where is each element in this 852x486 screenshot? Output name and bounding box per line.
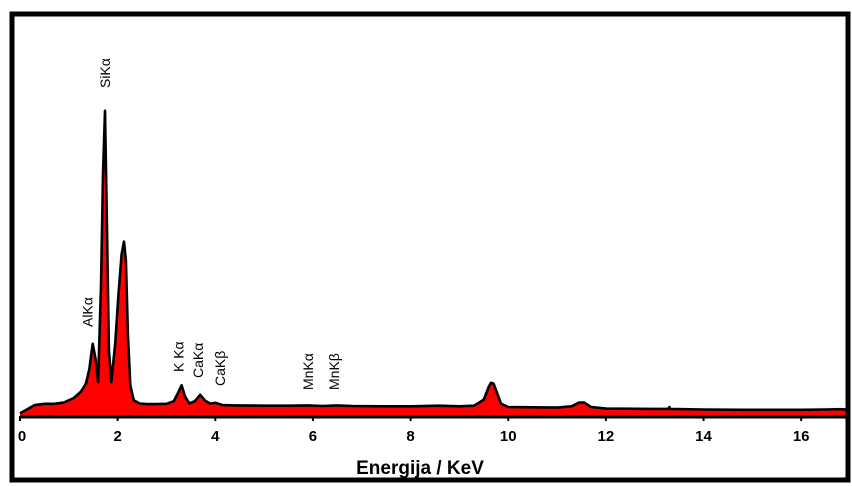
x-tick-label: 16 — [793, 428, 810, 445]
x-tick-label: 10 — [500, 428, 517, 445]
x-tick-label: 6 — [309, 428, 317, 445]
peak-label: CaKβ — [212, 351, 228, 386]
peak-label: MnKβ — [326, 353, 342, 390]
peak-label: MnKα — [300, 353, 316, 390]
peak-label: CaKα — [190, 343, 206, 378]
x-tick-label: 2 — [113, 428, 121, 445]
x-tick-label: 8 — [406, 428, 414, 445]
x-tick-label: 0 — [18, 428, 26, 445]
x-tick-label: 14 — [695, 428, 712, 445]
chart-frame — [9, 11, 851, 483]
peak-label: K Kα — [171, 341, 187, 372]
x-axis-title: Energija / KeV — [356, 458, 484, 479]
x-tick-label: 12 — [598, 428, 615, 445]
x-tick-label: 4 — [211, 428, 220, 445]
spectrum-line — [19, 109, 851, 415]
spectrum-fill — [20, 110, 850, 416]
peak-label: AlKα — [80, 297, 96, 327]
peak-label: SiKα — [97, 58, 113, 88]
